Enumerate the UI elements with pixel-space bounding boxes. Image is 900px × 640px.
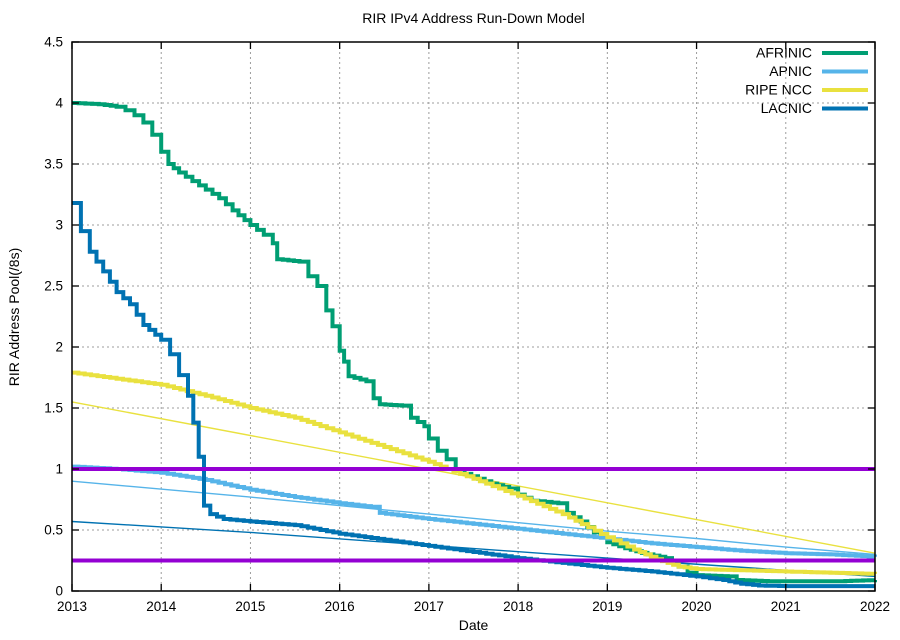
- y-tick-label-0: 0: [55, 584, 63, 599]
- series-line-afrinic: [72, 101, 877, 584]
- x-tick-label-2022: 2022: [860, 599, 890, 614]
- y-tick-label-4.5: 4.5: [44, 35, 63, 50]
- x-tick-label-2016: 2016: [325, 599, 355, 614]
- y-tick-label-3: 3: [55, 218, 63, 233]
- y-tick-label-2: 2: [55, 340, 63, 355]
- x-tick-label-2020: 2020: [682, 599, 712, 614]
- legend-label-apnic: APNIC: [769, 63, 812, 79]
- legend-label-afrinic: AFRINIC: [756, 45, 812, 61]
- plot-border: [71, 41, 876, 592]
- y-tick-label-4: 4: [55, 96, 63, 111]
- x-tick-label-2017: 2017: [414, 599, 444, 614]
- series-line-ripe-ncc: [72, 370, 877, 576]
- legend-label-lacnic: LACNIC: [761, 100, 812, 116]
- x-tick-label-2014: 2014: [146, 599, 177, 614]
- model-line-apnic-model: [71, 480, 876, 556]
- legend-label-ripe-ncc: RIPE NCC: [745, 82, 812, 98]
- y-tick-label-1.5: 1.5: [44, 401, 63, 416]
- y-tick-label-1: 1: [55, 462, 63, 477]
- y-tick-label-0.5: 0.5: [44, 523, 63, 538]
- y-tick-label-2.5: 2.5: [44, 279, 63, 294]
- series-line-lacnic: [72, 201, 875, 589]
- x-axis-label: Date: [458, 617, 489, 633]
- x-tick-label-2013: 2013: [57, 599, 87, 614]
- x-tick-label-2015: 2015: [235, 599, 265, 614]
- x-tick-label-2019: 2019: [592, 599, 622, 614]
- chart-title: RIR IPv4 Address Run-Down Model: [362, 10, 585, 26]
- y-tick-label-3.5: 3.5: [44, 157, 63, 172]
- x-tick-label-2021: 2021: [771, 599, 801, 614]
- y-axis-label: RIR Address Pool(/8s): [6, 247, 22, 387]
- x-tick-label-2018: 2018: [503, 599, 533, 614]
